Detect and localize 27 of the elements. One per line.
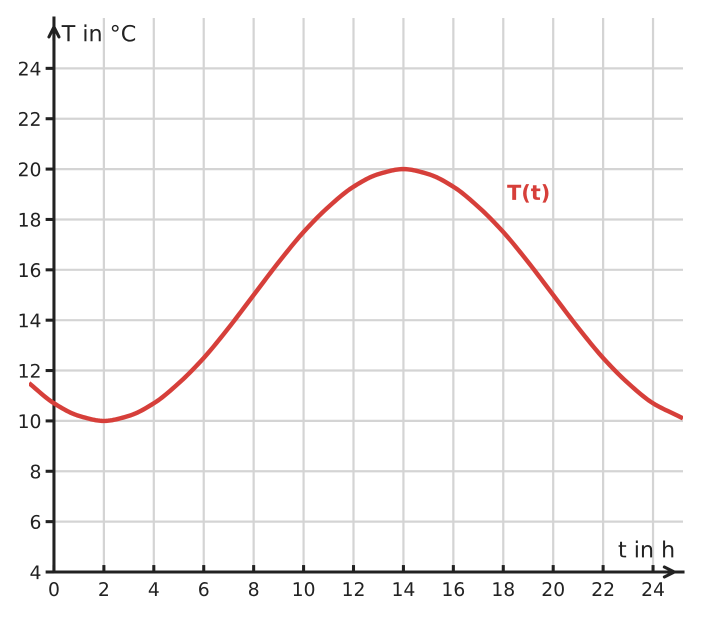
x-tick-label: 14 (394, 582, 414, 596)
y-tick-label: 8 (30, 464, 40, 479)
y-tick-label: 10 (20, 414, 40, 428)
y-tick-label: 22 (18, 112, 40, 126)
x-tick-label: 18 (493, 582, 514, 596)
y-tick-label: 24 (18, 62, 40, 76)
x-tick-label: 22 (592, 582, 614, 596)
y-tick-label: 4 (30, 565, 40, 580)
x-tick-label: 16 (443, 582, 464, 596)
x-axis-title: t in h (618, 540, 674, 558)
y-tick-label: 14 (20, 314, 40, 328)
x-tick-label: 10 (294, 582, 314, 596)
x-tick-label: 24 (642, 582, 664, 596)
x-tick-label: 0 (49, 582, 59, 596)
x-tick-label: 8 (248, 582, 258, 596)
series-label: T(t) (507, 184, 548, 203)
x-tick-label: 6 (199, 582, 209, 596)
x-tick-label: 2 (99, 582, 108, 596)
x-tick-label: 12 (344, 582, 364, 596)
y-tick-label: 18 (20, 212, 40, 227)
y-tick-label: 6 (30, 514, 40, 530)
y-tick-label: 12 (20, 364, 40, 378)
x-tick-label: 4 (148, 582, 159, 596)
y-tick-label: 16 (20, 263, 40, 278)
y-tick-label: 20 (18, 162, 40, 176)
x-tick-label: 20 (542, 582, 564, 596)
y-axis-title: T in °C (62, 24, 136, 42)
